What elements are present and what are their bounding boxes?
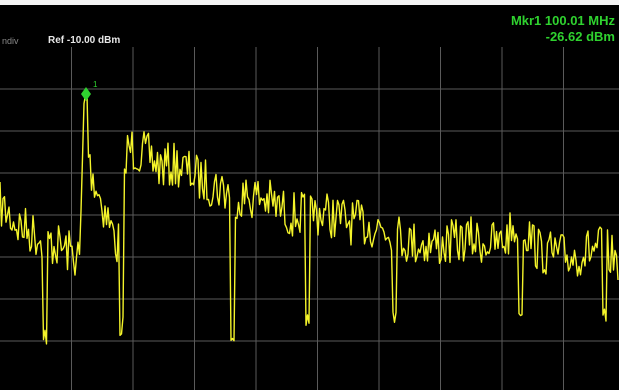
marker-frequency-readout: Mkr1 100.01 MHz (510, 13, 615, 28)
display-header: ndiv Ref -10.00 dBm Mkr1 100.01 MHz -26.… (0, 5, 619, 47)
marker-number-label: 1 (93, 80, 98, 89)
spectrum-trace (0, 94, 619, 345)
reference-level-label: Ref -10.00 dBm (48, 35, 121, 46)
graticule (0, 47, 619, 390)
marker-amplitude-readout: -26.62 dBm (545, 29, 615, 44)
top-strip (0, 0, 619, 5)
scale-per-div-label: ndiv (2, 36, 19, 46)
trace-line (0, 94, 619, 345)
trace-plot[interactable]: 1 (0, 47, 619, 390)
marker-1[interactable]: 1 (81, 80, 98, 101)
marker-diamond-icon[interactable] (81, 87, 91, 101)
